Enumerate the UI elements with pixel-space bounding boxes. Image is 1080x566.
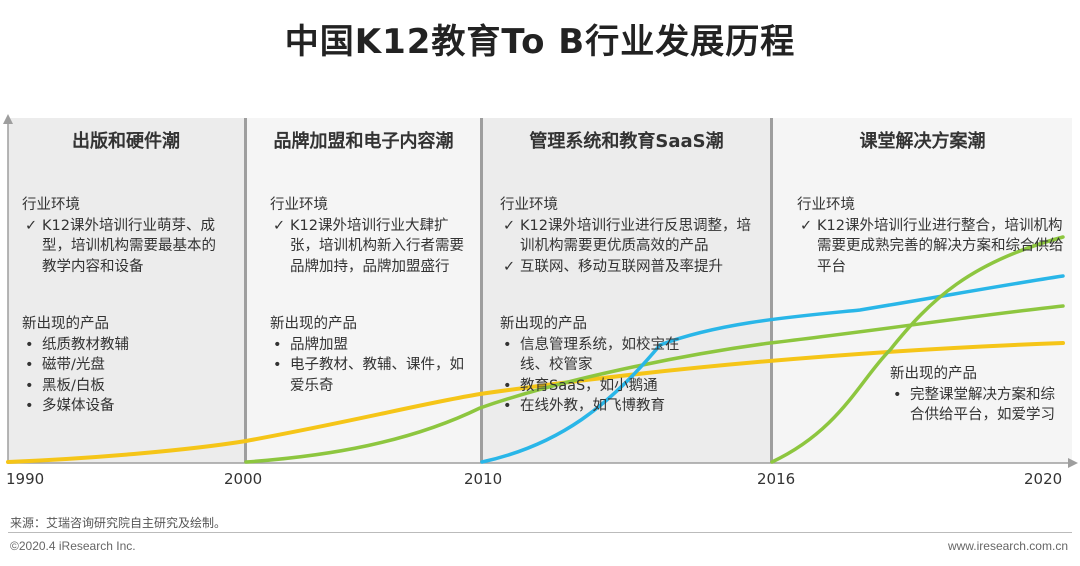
copyright: ©2020.4 iResearch Inc. xyxy=(10,539,136,553)
list-item: • 品牌加盟 xyxy=(270,335,468,356)
curve-brand-franchise xyxy=(244,304,1065,464)
list-item: • 黑板/白板 xyxy=(22,376,228,397)
new-products: 新出现的产品 • 完整课堂解决方案和综合供给平台，如爱学习 xyxy=(890,364,1066,426)
env-heading: 行业环境 xyxy=(22,197,80,213)
bullet-icon: • xyxy=(273,357,282,373)
new-products: 新出现的产品 • 信息管理系统，如校宝在线、校管家 • 教育SaaS，如小鹅通 • 在… xyxy=(500,314,696,417)
bullet-icon: • xyxy=(273,336,282,353)
check-icon: ✓ xyxy=(503,217,516,234)
timeline-label-2000: 2000 xyxy=(224,470,263,488)
list-item: • 磁带/光盘 xyxy=(22,355,228,376)
products-heading: 新出现的产品 xyxy=(500,316,587,332)
bullet-icon: • xyxy=(503,377,512,394)
curve-saas xyxy=(480,274,1065,464)
phase-title-1: 出版和硬件潮 xyxy=(72,131,180,152)
bullet-icon: • xyxy=(25,398,34,414)
y-axis-arrow-icon xyxy=(3,114,13,124)
source-note: 来源：艾瑞咨询研究院自主研究及绘制。 xyxy=(10,516,227,530)
phase-title-2: 品牌加盟和电子内容潮 xyxy=(273,131,454,152)
new-products: 新出现的产品 • 品牌加盟 • 电子教材、教辅、课件，如爱乐奇 xyxy=(270,314,468,396)
products-heading: 新出现的产品 xyxy=(270,316,357,332)
phase-panel-3 xyxy=(483,118,770,463)
timeline-label-2010: 2010 xyxy=(464,470,503,488)
phase-separator xyxy=(244,118,247,463)
list-item: • 在线外教，如飞博教育 xyxy=(500,396,696,417)
bullet-icon: • xyxy=(893,386,902,403)
list-item: ✓ K12课外培训行业进行反思调整，培训机构需要更优质高效的产品 xyxy=(503,217,751,255)
bullet-icon: • xyxy=(25,377,34,394)
products-heading: 新出现的产品 xyxy=(22,316,109,332)
list-item: ✓ 互联网、移动互联网普及率提升 xyxy=(500,257,762,278)
phase-separator xyxy=(480,118,483,463)
list-item: ✓ K12课外培训行业萌芽、成型，培训机构需要最基本的教学内容和设备 xyxy=(25,217,216,275)
phase-panel-4 xyxy=(773,118,1072,463)
list-item: • 教育SaaS，如小鹅通 xyxy=(500,376,696,397)
page-title: 中国K12教育To B行业发展历程 xyxy=(284,22,796,62)
products-heading: 新出现的产品 xyxy=(890,366,977,382)
curve-classroom-solution xyxy=(770,235,1065,464)
bullet-icon: • xyxy=(503,398,512,414)
check-icon: ✓ xyxy=(25,217,38,234)
bullet-icon: • xyxy=(25,357,34,373)
timeline-label-2016: 2016 xyxy=(757,470,796,488)
footer-divider xyxy=(8,532,1072,533)
check-icon: ✓ xyxy=(800,217,813,234)
curve-publishing-hardware xyxy=(6,341,1065,464)
check-icon: ✓ xyxy=(503,258,516,275)
list-item: • 纸质教材教辅 xyxy=(22,335,228,356)
phase-panel-1 xyxy=(8,118,244,463)
industry-environment: 行业环境 ✓ K12课外培训行业萌芽、成型，培训机构需要最基本的教学内容和设备 xyxy=(22,195,228,277)
timeline-label-1990: 1990 xyxy=(6,470,45,488)
bullet-icon: • xyxy=(503,336,512,353)
list-item: ✓ K12课外培训行业进行整合，培训机构需要更成熟完善的解决方案和综合供给平台 xyxy=(800,217,1064,275)
new-products: 新出现的产品 • 纸质教材教辅 • 磁带/光盘 • 黑板/白板 • 多媒体设备 xyxy=(22,314,228,417)
industry-environment: 行业环境 ✓ K12课外培训行业进行整合，培训机构需要更成熟完善的解决方案和综合供… xyxy=(797,195,1069,277)
bullet-icon: • xyxy=(25,336,34,353)
env-heading: 行业环境 xyxy=(270,197,328,213)
list-item: ✓ K12课外培训行业大肆扩张，培训机构新入行者需要品牌加持，品牌加盟盛行 xyxy=(273,217,464,275)
phase-title-4: 课堂解决方案潮 xyxy=(859,131,986,152)
list-item: • 电子教材、教辅、课件，如爱乐奇 xyxy=(273,357,464,394)
list-item: • 多媒体设备 xyxy=(22,396,228,417)
phase-separator xyxy=(770,118,773,463)
industry-environment: 行业环境 ✓ K12课外培训行业大肆扩张，培训机构新入行者需要品牌加持，品牌加盟盛… xyxy=(270,195,468,277)
list-item: • 信息管理系统，如校宝在线、校管家 xyxy=(503,336,680,374)
check-icon: ✓ xyxy=(273,217,286,234)
env-heading: 行业环境 xyxy=(500,197,558,213)
env-heading: 行业环境 xyxy=(797,197,855,213)
timeline-label-2020: 2020 xyxy=(1024,470,1063,488)
x-axis-arrow-icon xyxy=(1068,458,1078,468)
website-link[interactable]: www.iresearch.com.cn xyxy=(947,539,1068,553)
industry-environment: 行业环境 ✓ K12课外培训行业进行反思调整，培训机构需要更优质高效的产品 ✓ 互联… xyxy=(500,195,762,277)
phase-panel-2 xyxy=(247,118,480,463)
list-item: • 完整课堂解决方案和综合供给平台，如爱学习 xyxy=(893,386,1055,424)
phase-title-3: 管理系统和教育SaaS潮 xyxy=(529,131,724,152)
